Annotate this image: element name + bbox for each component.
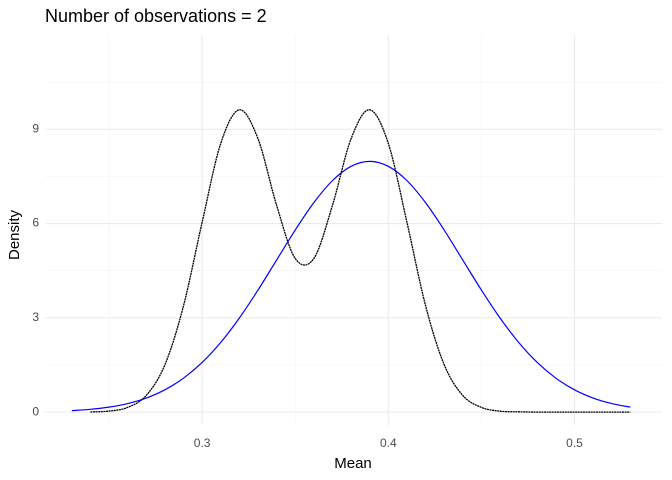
x-tick-label: 0.5 — [566, 436, 583, 450]
y-tick-label: 3 — [32, 310, 39, 324]
y-tick-label: 9 — [32, 121, 39, 135]
chart-title: Number of observations = 2 — [45, 6, 267, 26]
x-tick-label: 0.4 — [380, 436, 397, 450]
y-tick-label: 6 — [32, 216, 39, 230]
y-axis-label: Density — [6, 209, 23, 260]
density-line — [71, 160, 631, 412]
x-tick-label: 0.3 — [194, 436, 211, 450]
density-line — [90, 109, 631, 413]
y-tick-label: 0 — [32, 404, 39, 418]
x-axis-label: Mean — [334, 455, 372, 472]
